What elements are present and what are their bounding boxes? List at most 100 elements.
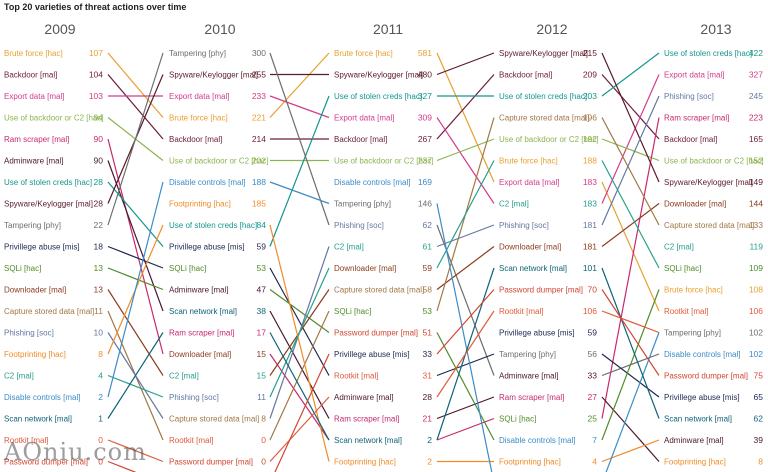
category-label: Phishing [soc] [169, 393, 219, 402]
value-label: 101 [583, 263, 597, 273]
value-label: 62 [754, 414, 764, 424]
value-label: 202 [252, 156, 266, 166]
slope-line [107, 138, 164, 355]
year-header-2010: 2010 [204, 21, 235, 37]
value-label: 327 [418, 91, 432, 101]
category-label: C2 [mal] [169, 372, 199, 381]
value-label: 27 [588, 392, 598, 402]
slope-line [601, 160, 660, 269]
value-label: 56 [588, 349, 598, 359]
value-label: 59 [423, 263, 433, 273]
category-label: Use of backdoor or C2 [hac] [664, 157, 764, 166]
category-label: Backdoor [mal] [664, 135, 717, 144]
category-label: Downloader [mal] [664, 200, 726, 209]
category-label: Export data [mal] [4, 92, 64, 101]
slope-line [269, 52, 330, 118]
value-label: 15 [257, 349, 267, 359]
slope-line [107, 52, 164, 226]
category-label: Footprinting [hac] [499, 458, 561, 467]
value-label: 237 [418, 156, 432, 166]
slope-line [269, 310, 330, 441]
value-label: 233 [252, 91, 266, 101]
value-label: 65 [754, 392, 764, 402]
slope-line [601, 289, 660, 376]
slope-line [601, 396, 660, 462]
category-label: Use of stolen creds [hac] [334, 92, 422, 101]
slope-line [436, 160, 495, 269]
value-label: 22 [94, 220, 104, 230]
value-label: 102 [749, 349, 763, 359]
category-label: Export data [mal] [334, 114, 394, 123]
slope-line [107, 52, 164, 118]
value-label: 255 [252, 70, 266, 80]
category-label: Scan network [mal] [499, 264, 567, 273]
category-label: Spyware/Keylogger [mal] [169, 71, 258, 80]
category-label: Capture stored data [mal] [664, 221, 754, 230]
value-label: 327 [749, 70, 763, 80]
value-label: 33 [423, 349, 433, 359]
slope-line [436, 74, 495, 140]
slope-line [269, 267, 330, 398]
value-label: 104 [89, 70, 103, 80]
slope-line [269, 310, 330, 419]
value-label: 223 [749, 113, 763, 123]
category-label: Brute force [hac] [334, 49, 393, 58]
value-label: 4 [98, 371, 103, 381]
value-label: 59 [257, 242, 267, 252]
category-label: Capture stored data [mal] [169, 415, 259, 424]
category-label: Use of backdoor or C2 [hac] [4, 114, 104, 123]
category-label: Use of stolen creds [hac] [499, 92, 587, 101]
value-label: 209 [583, 70, 597, 80]
value-label: 181 [583, 220, 597, 230]
value-label: 181 [583, 242, 597, 252]
value-label: 144 [749, 199, 763, 209]
category-label: Phishing [soc] [4, 329, 54, 338]
slope-line [107, 374, 164, 398]
value-label: 203 [583, 91, 597, 101]
slope-line [601, 74, 660, 140]
category-label: Downloader [mal] [169, 350, 231, 359]
category-label: Downloader [mal] [499, 243, 561, 252]
category-label: Export data [mal] [169, 92, 229, 101]
value-label: 47 [257, 285, 267, 295]
category-label: Export data [mal] [664, 71, 724, 80]
category-label: Ram scraper [mal] [664, 114, 729, 123]
value-label: 108 [749, 285, 763, 295]
category-label: Capture stored data [mal] [499, 114, 589, 123]
value-label: 480 [418, 70, 432, 80]
slope-line [601, 52, 660, 97]
value-label: 309 [418, 113, 432, 123]
category-label: Disable controls [mal] [664, 350, 740, 359]
category-label: Footprinting [hac] [334, 458, 396, 467]
value-label: 119 [749, 242, 763, 252]
value-label: 102 [749, 328, 763, 338]
slope-line [601, 267, 660, 419]
value-label: 28 [94, 177, 104, 187]
value-label: 8 [758, 457, 763, 467]
category-label: Disable controls [mal] [334, 178, 410, 187]
value-label: 33 [588, 371, 598, 381]
slope-line [107, 289, 164, 376]
slope-line [107, 439, 164, 463]
value-label: 39 [754, 435, 764, 445]
value-label: 58 [423, 285, 433, 295]
slope-line [601, 203, 660, 247]
category-label: Rootkit [mal] [664, 307, 708, 316]
category-label: Rootkit [mal] [499, 307, 543, 316]
value-label: 214 [252, 134, 266, 144]
category-label: Export data [mal] [499, 178, 559, 187]
slope-line [107, 267, 164, 291]
value-label: 2 [427, 435, 432, 445]
value-label: 2 [98, 392, 103, 402]
slope-line [269, 95, 330, 247]
category-label: Footprinting [hac] [4, 350, 66, 359]
value-label: 61 [423, 242, 433, 252]
category-label: Use of stolen creds [hac] [4, 178, 92, 187]
category-label: Privillege abuse [mis] [4, 243, 80, 252]
category-label: Use of backdoor or C2 [hac] [334, 157, 434, 166]
slope-line [269, 267, 330, 376]
category-label: Adminware [mal] [499, 372, 559, 381]
slope-line [436, 353, 495, 377]
category-label: Brute force [hac] [499, 157, 558, 166]
value-label: 4 [592, 457, 597, 467]
